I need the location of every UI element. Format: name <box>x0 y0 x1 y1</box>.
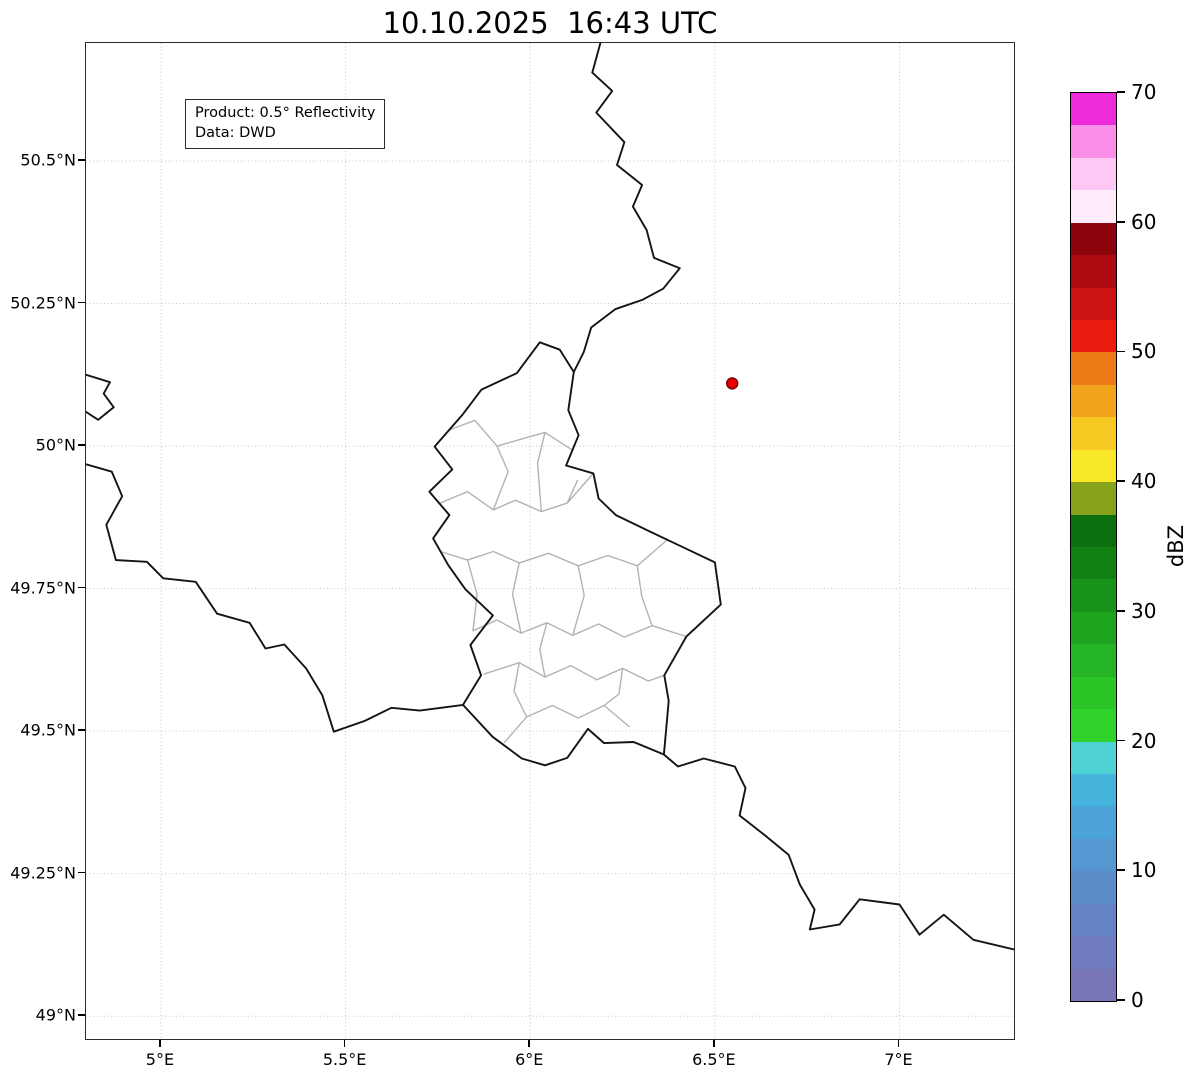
y-tick-mark <box>78 729 85 731</box>
canton-border <box>511 562 522 634</box>
france-germany-border <box>662 753 1014 951</box>
colorbar-segment <box>1071 903 1116 937</box>
colorbar-tick-mark <box>1117 739 1125 742</box>
givet-salient-border <box>86 373 115 421</box>
product-info-box: Product: 0.5° Reflectivity Data: DWD <box>185 99 386 150</box>
colorbar-segment <box>1071 481 1116 515</box>
product-info-line: Product: 0.5° Reflectivity <box>195 105 376 121</box>
colorbar-segment <box>1071 676 1116 710</box>
y-tick-mark <box>78 301 85 304</box>
colorbar-tick-mark <box>1117 999 1125 1001</box>
colorbar-segment <box>1071 870 1116 904</box>
y-tick-label: 49°N <box>35 1005 76 1025</box>
map-svg <box>86 43 1014 1039</box>
colorbar-segment <box>1071 93 1116 126</box>
radar-location-marker <box>726 377 739 390</box>
colorbar-tick-mark <box>1117 350 1125 353</box>
canton-border <box>503 704 630 744</box>
colorbar-tick-mark <box>1117 91 1125 93</box>
y-tick-label: 50.5°N <box>20 150 76 170</box>
colorbar-segment <box>1071 838 1116 872</box>
x-tick-mark <box>159 1040 161 1047</box>
x-tick-mark <box>528 1040 531 1047</box>
canton-border <box>483 662 665 682</box>
x-tick-mark <box>897 1040 900 1047</box>
x-tick-label: 6.5°E <box>692 1050 736 1069</box>
colorbar-segment <box>1071 967 1116 1001</box>
y-tick-label: 49.25°N <box>10 863 76 883</box>
y-tick-mark <box>78 871 85 874</box>
y-tick-label: 49.75°N <box>10 578 76 598</box>
canton-border <box>539 622 548 678</box>
colorbar-segment <box>1071 805 1116 839</box>
luxembourg-outline <box>428 341 722 767</box>
canton-border <box>472 619 688 638</box>
canton-border <box>636 565 653 627</box>
colorbar-tick-label: 30 <box>1131 598 1157 623</box>
y-tick-label: 50.25°N <box>10 293 76 313</box>
canton-border <box>603 667 624 707</box>
canton-border <box>513 662 528 718</box>
colorbar-segment <box>1071 319 1116 353</box>
colorbar-tick-label: 0 <box>1131 988 1144 1012</box>
x-tick-label: 5°E <box>145 1050 175 1069</box>
data-source-line: Data: DWD <box>195 124 276 141</box>
colorbar-segment <box>1071 513 1116 547</box>
colorbar-tick-mark <box>1117 869 1125 872</box>
x-tick-mark <box>713 1040 715 1047</box>
colorbar <box>1070 92 1117 1002</box>
map-plot-area: Product: 0.5° Reflectivity Data: DWD <box>85 42 1015 1040</box>
belgium-germany-border <box>572 43 681 373</box>
x-tick-label: 5.5°E <box>322 1050 367 1069</box>
colorbar-tick-mark <box>1117 480 1125 482</box>
colorbar-tick-label: 40 <box>1131 469 1157 494</box>
belgium-france-border <box>86 463 464 733</box>
y-tick-mark <box>78 159 85 161</box>
canton-border <box>439 472 595 513</box>
y-tick-mark <box>78 444 85 446</box>
colorbar-tick-label: 10 <box>1131 858 1157 883</box>
x-tick-mark <box>343 1040 346 1047</box>
colorbar-axis-label: dBZ <box>1164 524 1188 568</box>
colorbar-segment <box>1071 740 1116 774</box>
colorbar-tick-label: 50 <box>1131 339 1157 364</box>
colorbar-segment <box>1071 384 1116 418</box>
y-tick-mark <box>78 586 85 589</box>
colorbar-tick-label: 70 <box>1131 80 1157 104</box>
colorbar-segment <box>1071 708 1116 742</box>
x-tick-label: 7°E <box>884 1050 913 1069</box>
canton-border <box>536 431 546 513</box>
y-tick-mark <box>78 1014 85 1016</box>
colorbar-segment <box>1071 222 1116 256</box>
colorbar-segment <box>1071 643 1116 677</box>
plot-title: 10.10.2025 16:43 UTC <box>382 6 718 40</box>
colorbar-segment <box>1071 578 1116 612</box>
colorbar-segment <box>1071 416 1116 450</box>
colorbar-tick-label: 20 <box>1131 728 1157 753</box>
colorbar-tick-mark <box>1117 220 1125 223</box>
canton-border <box>572 565 585 637</box>
canton-border <box>439 539 668 567</box>
colorbar-segment <box>1071 286 1116 320</box>
colorbar-segment <box>1071 157 1116 191</box>
colorbar-tick-mark <box>1117 610 1125 612</box>
colorbar-segment <box>1071 546 1116 580</box>
colorbar-tick-label: 60 <box>1131 209 1157 234</box>
canton-border <box>566 479 579 504</box>
colorbar-segment <box>1071 189 1116 223</box>
colorbar-segment <box>1071 254 1116 288</box>
colorbar-segment <box>1071 935 1116 969</box>
colorbar-segment <box>1071 611 1116 645</box>
colorbar-segment <box>1071 124 1116 158</box>
colorbar-segment <box>1071 773 1116 807</box>
y-tick-label: 50°N <box>35 435 76 455</box>
x-tick-label: 6°E <box>515 1050 544 1069</box>
canton-border <box>466 559 478 632</box>
colorbar-segment <box>1071 351 1116 385</box>
canton-border <box>492 445 509 511</box>
y-tick-label: 49.5°N <box>20 720 76 740</box>
canton-border <box>448 419 573 451</box>
colorbar-segment <box>1071 449 1116 483</box>
